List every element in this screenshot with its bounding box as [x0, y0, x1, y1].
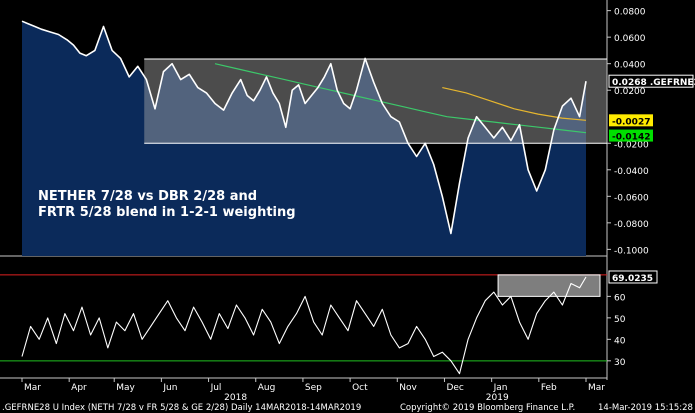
- x-month-label: Mar: [24, 383, 41, 393]
- y-tick-label: -0.0400: [614, 167, 649, 177]
- rsi-y-tick-label: 40: [614, 336, 626, 346]
- last-value-label: -0.0027: [612, 117, 650, 127]
- time-axis: Mar Apr May Jun Jul Aug Sep Oct Nov Dec Jan Feb Mar 2…: [21, 378, 605, 403]
- price-line: [21, 20, 587, 235]
- x-month-label: Apr: [71, 383, 87, 393]
- x-month-label: Feb: [541, 383, 557, 393]
- rsi-line: [21, 276, 587, 375]
- x-month-label: May: [116, 383, 135, 393]
- y-tick-label: 0.0600: [614, 34, 646, 44]
- last-value-tag: [608, 74, 694, 88]
- y-tick-label: -0.0800: [614, 220, 649, 230]
- last-value-tag: [609, 129, 653, 142]
- range-band: [144, 59, 607, 144]
- x-month-label: Oct: [352, 383, 368, 393]
- x-month-label: Jun: [162, 383, 177, 393]
- price-area-fill: [22, 21, 586, 257]
- moving-average-long-line: [214, 63, 587, 134]
- x-month-label: Mar: [588, 383, 605, 393]
- footer-copyright: Copyright© 2019 Bloomberg Finance L.P.: [400, 403, 575, 413]
- y-tick-label: 0.0400: [614, 61, 646, 71]
- rsi-y-tick-label: 50: [614, 315, 626, 325]
- last-value-label: -0.0142: [612, 133, 650, 143]
- annotation-line-2: FRTR 5/28 blend in 1-2-1 weighting: [38, 205, 296, 220]
- rsi-panel: 60 50 40 30 69.0235: [0, 270, 658, 379]
- x-month-label: Nov: [399, 383, 417, 393]
- x-month-label: Jan: [493, 383, 508, 393]
- rsi-last-value-tag: [608, 270, 658, 284]
- last-value-tag: [609, 114, 653, 127]
- last-value-label: 0.0268 .GEFRNE28: [612, 78, 695, 88]
- x-month-label: Dec: [446, 383, 463, 393]
- y-tick-label: -0.0200: [614, 140, 649, 150]
- x-year-label: 2019: [486, 393, 509, 403]
- annotation-line-1: NETHER 7/28 vs DBR 2/28 and: [38, 189, 257, 204]
- rsi-y-tick-label: 60: [614, 293, 626, 303]
- rsi-y-tick-label: 30: [614, 358, 626, 368]
- y-tick-label: -0.1000: [614, 246, 649, 256]
- x-month-label: Aug: [258, 383, 276, 393]
- rsi-last-value-label: 69.0235: [612, 274, 653, 284]
- x-year-label: 2018: [224, 393, 247, 403]
- footer-index-description: .GEFRNE28 U Index (NETH 7/28 v FR 5/28 &…: [2, 403, 361, 413]
- y-tick-label: 0.0200: [614, 87, 646, 97]
- y-tick-label: 0.0800: [614, 8, 646, 18]
- footer-timestamp: 14-Mar-2019 15:15:28: [598, 403, 693, 413]
- y-tick-label: -0.0600: [614, 193, 649, 203]
- moving-average-short-line: [442, 87, 587, 121]
- price-panel: 0.0800 0.0600 0.0400 0.0200 -0.0200 -0.0400 -0…: [0, 0, 695, 380]
- x-month-label: Jul: [210, 383, 222, 393]
- x-month-label: Sep: [305, 383, 322, 393]
